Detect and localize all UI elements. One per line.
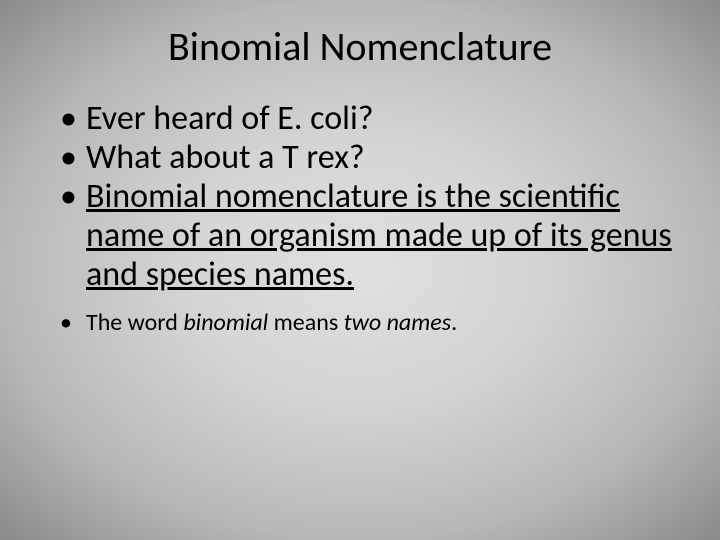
bullet-list: Ever heard of E. coli? What about a T re…: [38, 99, 682, 338]
footnote-suffix: .: [451, 308, 457, 337]
bullet-item-footnote: The word binomial means two names.: [60, 308, 682, 338]
slide-title: Binomial Nomenclature: [38, 22, 682, 71]
bullet-text: Ever heard of E. coli?: [86, 98, 374, 139]
footnote-italic: two names: [344, 308, 451, 337]
footnote-prefix: The word: [86, 308, 183, 337]
footnote-italic: binomial: [183, 308, 268, 337]
footnote-mid: means: [268, 308, 343, 337]
bullet-item: Binomial nomenclature is the scientific …: [60, 177, 682, 294]
slide: Binomial Nomenclature Ever heard of E. c…: [0, 0, 720, 540]
bullet-text: What about a T rex?: [86, 137, 365, 178]
bullet-item: Ever heard of E. coli?: [60, 99, 682, 138]
bullet-item: What about a T rex?: [60, 138, 682, 177]
bullet-text: Binomial nomenclature is the scientific …: [86, 176, 672, 295]
